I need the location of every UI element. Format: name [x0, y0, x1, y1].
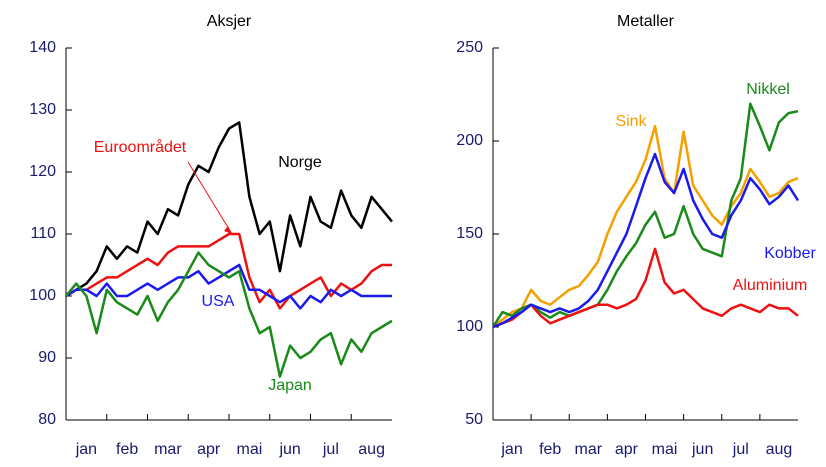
- series-line: [65, 263, 392, 310]
- x-tick-label: jul: [732, 441, 749, 458]
- chart-title: Metaller: [617, 13, 675, 30]
- series-line: [65, 121, 393, 298]
- y-tick-label: 130: [29, 101, 56, 118]
- x-tick-label: mar: [575, 441, 603, 458]
- series-label: Aluminium: [733, 277, 808, 294]
- x-tick-label: apr: [197, 441, 221, 458]
- x-tick-label: jun: [278, 441, 300, 458]
- series-line: [65, 232, 392, 310]
- series-label: Sink: [615, 113, 647, 130]
- series-line: [492, 247, 799, 329]
- chart-title: Aksjer: [207, 13, 252, 30]
- x-tick-label: mar: [154, 441, 182, 458]
- series-label: Euroområdet: [94, 138, 187, 156]
- y-tick-label: 120: [29, 163, 56, 180]
- x-tick-label: aug: [766, 441, 793, 458]
- y-tick-label: 100: [29, 287, 56, 304]
- series-label: Norge: [278, 154, 322, 171]
- x-tick-label: jan: [500, 441, 522, 458]
- y-tick-label: 100: [456, 318, 483, 335]
- series-line: [492, 152, 800, 329]
- x-tick-label: jan: [75, 441, 97, 458]
- x-tick-label: aug: [358, 441, 385, 458]
- series-line: [65, 251, 393, 378]
- annotation-arrow: [187, 161, 233, 235]
- x-tick-label: jul: [322, 441, 339, 458]
- y-tick-label: 250: [456, 39, 483, 56]
- y-tick-label: 90: [38, 349, 56, 366]
- x-tick-label: feb: [539, 441, 561, 458]
- y-tick-label: 50: [465, 411, 483, 428]
- series-line: [491, 102, 799, 328]
- series-label: USA: [202, 293, 235, 310]
- series-label: Nikkel: [746, 81, 790, 98]
- series-label: Kobber: [764, 245, 816, 262]
- x-tick-label: mai: [236, 441, 262, 458]
- y-tick-label: 200: [456, 132, 483, 149]
- y-tick-label: 80: [38, 411, 56, 428]
- y-tick-label: 110: [30, 225, 56, 242]
- x-tick-label: apr: [615, 441, 639, 458]
- x-tick-label: jun: [691, 441, 713, 458]
- arrow-head: [224, 226, 232, 234]
- x-tick-label: feb: [116, 441, 138, 458]
- series-label: Japan: [268, 377, 312, 394]
- y-tick-label: 150: [456, 225, 483, 242]
- y-tick-label: 140: [29, 39, 56, 56]
- series-line: [492, 124, 799, 328]
- x-tick-label: mai: [652, 441, 678, 458]
